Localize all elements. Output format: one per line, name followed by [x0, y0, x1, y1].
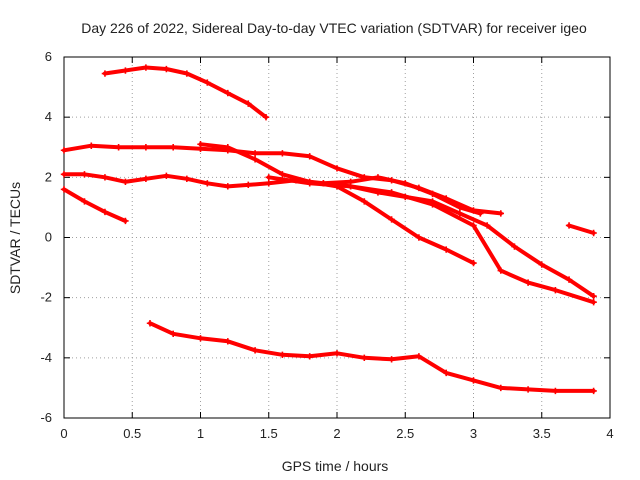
grid-lines: [64, 57, 610, 418]
series-sat-h: [565, 222, 597, 237]
plot-frame: [63, 56, 611, 419]
x-tick-label: 3.5: [533, 426, 551, 441]
series-sat-i: [146, 320, 597, 395]
series-markers: [60, 171, 597, 300]
series-sat-g: [320, 174, 484, 217]
x-tick-label: 0: [60, 426, 67, 441]
y-tick-label: -6: [40, 410, 52, 425]
chart-title: Day 226 of 2022, Sidereal Day-to-day VTE…: [81, 20, 587, 36]
series-line: [62, 187, 128, 223]
y-tick-label: 0: [45, 230, 52, 245]
series-markers: [60, 186, 129, 225]
x-tick-label: 1.5: [260, 426, 278, 441]
x-tick-label: 3: [470, 426, 477, 441]
series-line: [567, 223, 596, 235]
x-tick-labels: 0 0.5 1 1.5 2 2.5 3 3.5 4: [60, 426, 613, 441]
series-sat-a: [101, 64, 270, 121]
x-tick-label: 4: [606, 426, 613, 441]
x-axis-label: GPS time / hours: [282, 458, 389, 474]
y-tick-label: 6: [45, 49, 52, 64]
x-tick-label: 2.5: [396, 426, 414, 441]
y-axis-label: SDTVAR / TECUs: [7, 182, 23, 294]
series-sat-d: [60, 171, 597, 300]
series-markers: [565, 222, 597, 237]
y-tick-label: 4: [45, 109, 52, 124]
series-line: [102, 65, 268, 120]
x-tick-label: 1: [197, 426, 204, 441]
y-tick-label: -2: [40, 290, 52, 305]
series-markers: [265, 174, 597, 306]
series-sat-c: [60, 186, 129, 225]
series-layer: [60, 64, 597, 395]
series-line: [266, 175, 596, 305]
series-markers: [101, 64, 270, 121]
y-tick-labels: -6 -4 -2 0 2 4 6: [40, 49, 52, 425]
x-tick-label: 2: [333, 426, 340, 441]
y-tick-label: -4: [40, 350, 52, 365]
series-markers: [146, 320, 597, 395]
x-tick-label: 0.5: [123, 426, 141, 441]
series-markers: [320, 174, 484, 217]
y-tick-label: 2: [45, 169, 52, 184]
series-line: [148, 321, 596, 393]
